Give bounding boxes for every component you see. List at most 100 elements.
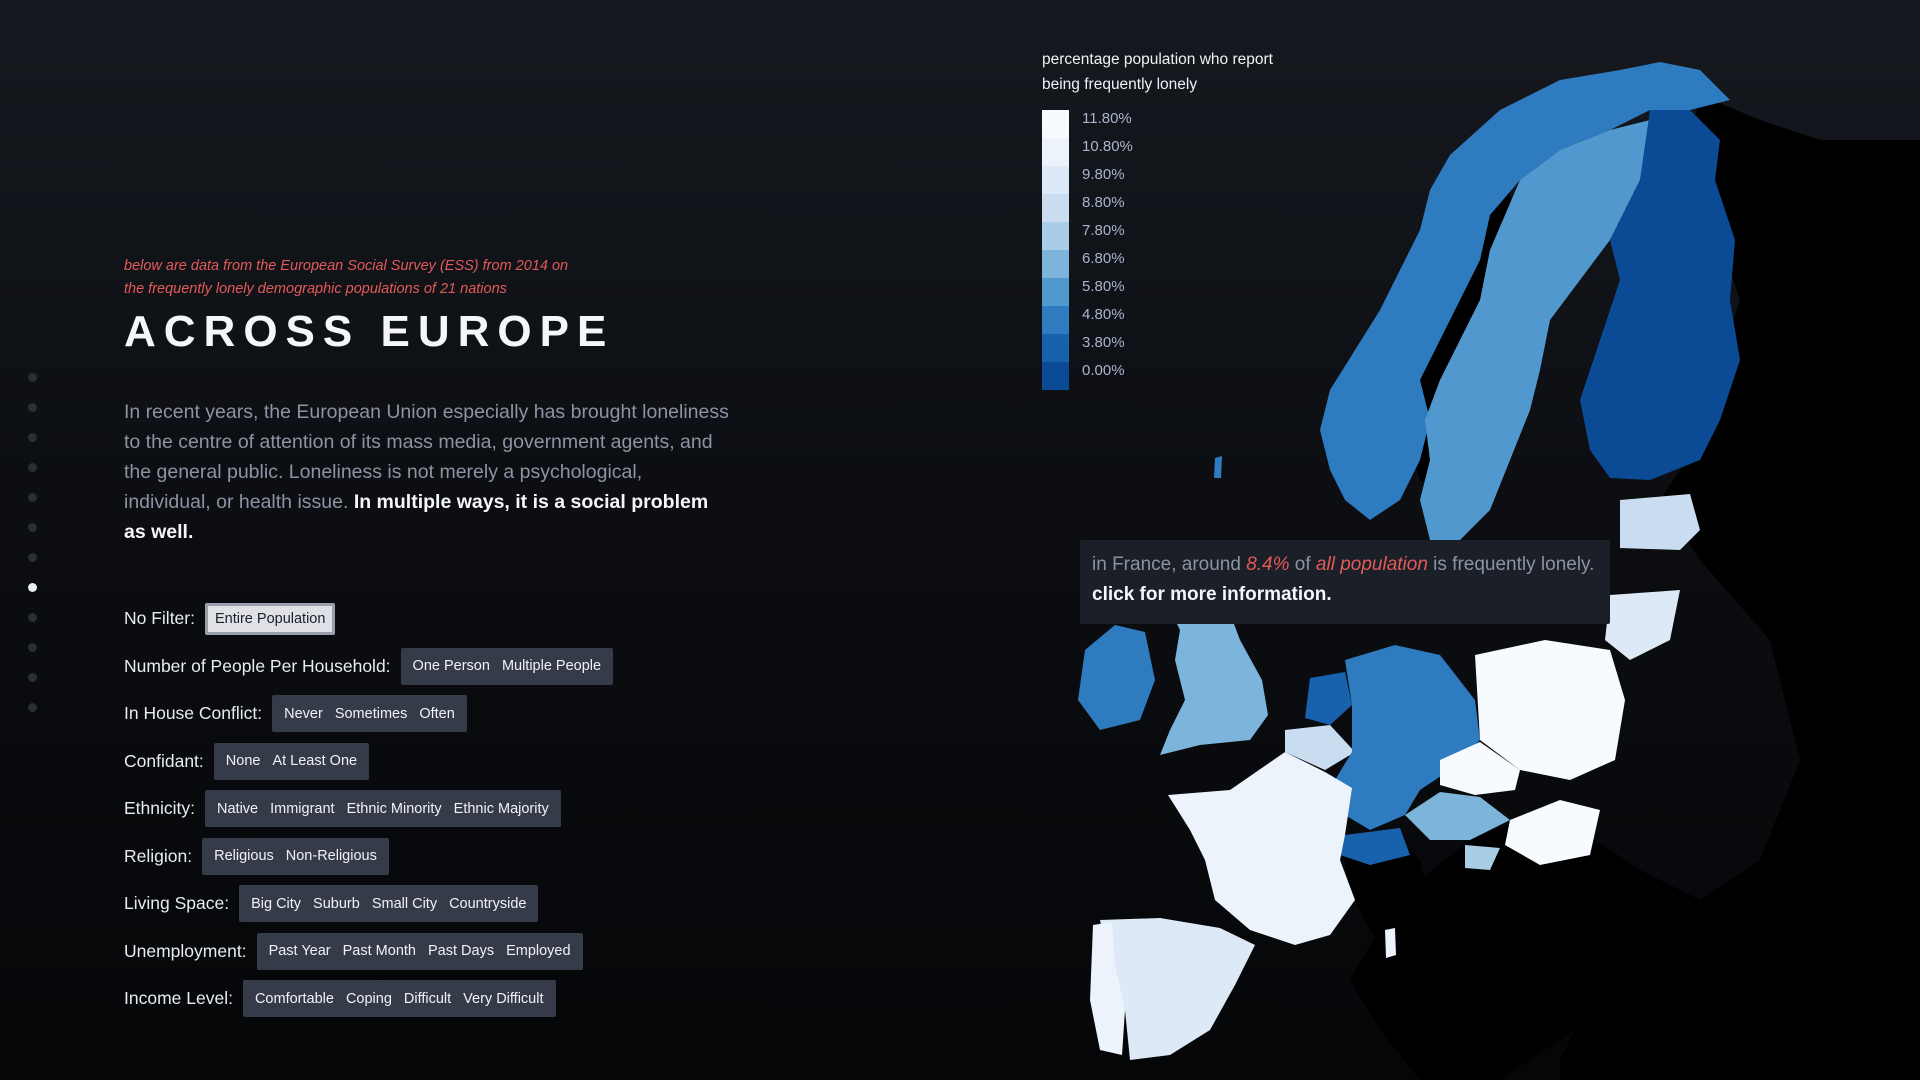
legend-label: 0.00% bbox=[1082, 362, 1125, 379]
source-note-line-1: below are data from the European Social … bbox=[124, 258, 569, 274]
filter-button-group: One Person Multiple People bbox=[400, 647, 614, 685]
legend-swatch bbox=[1042, 166, 1069, 194]
netherlands[interactable] bbox=[1305, 672, 1352, 725]
filter-option-button[interactable]: Ethnic Minority bbox=[346, 800, 442, 817]
nav-dot[interactable] bbox=[28, 613, 37, 622]
switzerland[interactable] bbox=[1340, 828, 1410, 865]
filter-option-button[interactable]: Sometimes bbox=[334, 705, 408, 722]
balkans-region bbox=[1350, 820, 1700, 1080]
filter-option-button[interactable]: Big City bbox=[251, 895, 302, 912]
legend-swatch bbox=[1042, 250, 1069, 278]
legend-label: 5.80% bbox=[1082, 278, 1125, 295]
filter-option-button[interactable]: Employed bbox=[506, 943, 571, 960]
hungary[interactable] bbox=[1505, 800, 1600, 865]
spain[interactable] bbox=[1100, 918, 1255, 1060]
country-tooltip[interactable]: in France, around 8.4% of all population… bbox=[1080, 540, 1610, 624]
filter-row: Number of People Per Household: One Perso… bbox=[124, 643, 614, 691]
tooltip-prefix: in France, around bbox=[1092, 554, 1247, 575]
filter-option-button[interactable]: Immigrant bbox=[270, 800, 335, 817]
filter-option-button[interactable]: Often bbox=[419, 705, 455, 722]
filter-label: Ethnicity: bbox=[124, 798, 195, 819]
filter-label: Income Level: bbox=[124, 988, 233, 1009]
nav-dot[interactable] bbox=[28, 463, 37, 472]
filter-button-group: Big City Suburb Small City Countryside bbox=[239, 885, 539, 923]
filter-option-button[interactable]: Multiple People bbox=[501, 658, 602, 675]
filter-option-button[interactable]: Coping bbox=[345, 990, 392, 1007]
filter-label: Unemployment: bbox=[124, 940, 247, 961]
filter-option-button[interactable]: Past Year bbox=[268, 943, 331, 960]
filter-option-button[interactable]: Native bbox=[217, 800, 259, 817]
filter-row: Unemployment: Past Year Past Month Past Day… bbox=[124, 928, 613, 976]
finland[interactable] bbox=[1580, 110, 1740, 480]
filter-label: Religion: bbox=[124, 845, 193, 866]
tooltip-text: in France, around 8.4% of all population… bbox=[1092, 554, 1594, 576]
czech-republic[interactable] bbox=[1440, 742, 1520, 795]
nav-dot[interactable] bbox=[28, 493, 37, 502]
tooltip-value: 8.4% bbox=[1246, 554, 1290, 575]
norway[interactable] bbox=[1320, 62, 1730, 520]
legend-title-line-2: being frequently lonely bbox=[1042, 75, 1198, 93]
filter-button-group: Past Year Past Month Past Days Employed bbox=[256, 932, 583, 970]
legend-label: 3.80% bbox=[1082, 334, 1125, 351]
italy-region bbox=[1340, 830, 1530, 1060]
filter-option-button[interactable]: Past Days bbox=[427, 943, 495, 960]
france[interactable] bbox=[1168, 752, 1355, 945]
ireland[interactable] bbox=[1078, 625, 1155, 730]
russia-region bbox=[1560, 95, 1920, 1080]
nav-dot[interactable] bbox=[28, 703, 37, 712]
filter-row: No Filter: Entire Population bbox=[124, 595, 613, 643]
filter-option-button[interactable]: Never bbox=[284, 705, 323, 722]
nav-dot[interactable] bbox=[28, 673, 37, 682]
legend-swatch bbox=[1042, 222, 1069, 250]
germany[interactable] bbox=[1335, 645, 1480, 830]
filter-option-button[interactable]: Countryside bbox=[449, 895, 527, 912]
filter-option-button[interactable]: One Person bbox=[412, 658, 490, 675]
filter-option-button[interactable]: Small City bbox=[371, 895, 438, 912]
belgium[interactable] bbox=[1285, 725, 1355, 770]
filter-option-button[interactable]: Very Difficult bbox=[463, 990, 544, 1007]
estonia[interactable] bbox=[1620, 494, 1700, 550]
legend-title-line-1: percentage population who report bbox=[1042, 51, 1273, 68]
legend-label: 8.80% bbox=[1082, 194, 1125, 211]
filter-button-group: Entire Population bbox=[204, 600, 336, 637]
filter-option-button[interactable]: Suburb bbox=[313, 895, 360, 912]
nav-dot[interactable] bbox=[28, 433, 37, 442]
nav-dot[interactable] bbox=[28, 373, 37, 382]
nav-dot[interactable] bbox=[28, 583, 37, 592]
nav-dot[interactable] bbox=[28, 403, 37, 412]
filter-option-button[interactable]: Entire Population bbox=[204, 602, 336, 635]
tooltip-cta[interactable]: click for more information. bbox=[1092, 584, 1332, 605]
corsica[interactable] bbox=[1385, 928, 1396, 958]
nav-dot[interactable] bbox=[28, 643, 37, 652]
lithuania[interactable] bbox=[1605, 590, 1680, 660]
filter-option-button[interactable]: At Least One bbox=[272, 753, 358, 770]
filter-button-group: Religious Non-Religious bbox=[202, 837, 389, 875]
map-legend: percentage population who report being f… bbox=[1042, 48, 1322, 390]
filter-row: Ethnicity: Native Immigrant Ethnic Minority… bbox=[124, 785, 613, 833]
filter-option-button[interactable]: Ethnic Majority bbox=[453, 800, 549, 817]
filter-option-button[interactable]: Religious bbox=[214, 848, 274, 865]
poland[interactable] bbox=[1475, 640, 1625, 780]
austria[interactable] bbox=[1405, 792, 1510, 840]
filter-label: No Filter: bbox=[124, 608, 195, 629]
filter-option-button[interactable]: Past Month bbox=[342, 943, 416, 960]
filter-button-group: None At Least One bbox=[213, 742, 370, 780]
legend-swatch bbox=[1042, 362, 1069, 390]
filter-row: Religion: Religious Non-Religious bbox=[124, 833, 613, 881]
nav-dot[interactable] bbox=[28, 553, 37, 562]
filter-option-button[interactable]: Non-Religious bbox=[285, 848, 377, 865]
slovenia[interactable] bbox=[1465, 845, 1500, 870]
legend-label: 10.80% bbox=[1082, 138, 1133, 155]
nav-dot[interactable] bbox=[28, 523, 37, 532]
filter-row: Living Space: Big City Suburb Small City Cou… bbox=[124, 880, 613, 928]
filter-option-button[interactable]: Difficult bbox=[403, 990, 452, 1007]
sweden[interactable] bbox=[1420, 120, 1650, 540]
intro-paragraph: In recent years, the European Union espe… bbox=[124, 397, 729, 547]
tooltip-group: all population bbox=[1315, 554, 1428, 575]
filter-option-button[interactable]: None bbox=[225, 753, 261, 770]
portugal[interactable] bbox=[1090, 922, 1125, 1055]
filter-option-button[interactable]: Comfortable bbox=[254, 990, 334, 1007]
legend-label: 4.80% bbox=[1082, 306, 1125, 323]
intro-paragraph-plain: In recent years, the European Union espe… bbox=[124, 401, 729, 513]
